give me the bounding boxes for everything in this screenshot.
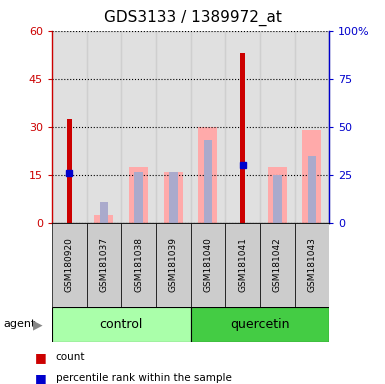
FancyBboxPatch shape [87,223,121,307]
Bar [134,172,143,223]
Text: count: count [56,352,85,362]
Text: GSM181038: GSM181038 [134,237,143,293]
Text: ■: ■ [35,351,47,364]
Bar [67,119,72,223]
Text: GSM181043: GSM181043 [307,238,316,292]
Text: GSM181040: GSM181040 [203,238,213,292]
Bar [191,31,225,223]
Bar [156,31,191,223]
Text: GSM181037: GSM181037 [99,237,109,293]
Bar [169,172,177,223]
Bar [240,53,245,223]
Bar [273,175,281,223]
Text: ▶: ▶ [33,318,42,331]
FancyBboxPatch shape [260,223,295,307]
Bar [94,215,114,223]
Bar [268,167,287,223]
Bar [204,139,212,223]
FancyBboxPatch shape [191,223,225,307]
FancyBboxPatch shape [52,223,87,307]
Text: GSM180920: GSM180920 [65,238,74,292]
Bar [302,130,321,223]
Text: GSM181041: GSM181041 [238,238,247,292]
FancyBboxPatch shape [156,223,191,307]
Bar [225,31,260,223]
Bar [121,31,156,223]
Bar [87,31,121,223]
Bar [198,127,218,223]
Text: GDS3133 / 1389972_at: GDS3133 / 1389972_at [104,10,281,26]
FancyBboxPatch shape [191,307,329,342]
Bar [52,31,87,223]
Text: agent: agent [4,319,36,329]
Bar [164,172,183,223]
FancyBboxPatch shape [52,307,191,342]
Text: quercetin: quercetin [230,318,290,331]
FancyBboxPatch shape [121,223,156,307]
Bar [129,167,148,223]
FancyBboxPatch shape [295,223,329,307]
Text: percentile rank within the sample: percentile rank within the sample [56,373,232,383]
Bar [260,31,295,223]
Text: ■: ■ [35,372,47,384]
Bar [100,202,108,223]
Text: GSM181039: GSM181039 [169,237,178,293]
Bar [295,31,329,223]
Text: GSM181042: GSM181042 [273,238,282,292]
Bar [308,156,316,223]
Text: control: control [100,318,143,331]
FancyBboxPatch shape [225,223,260,307]
